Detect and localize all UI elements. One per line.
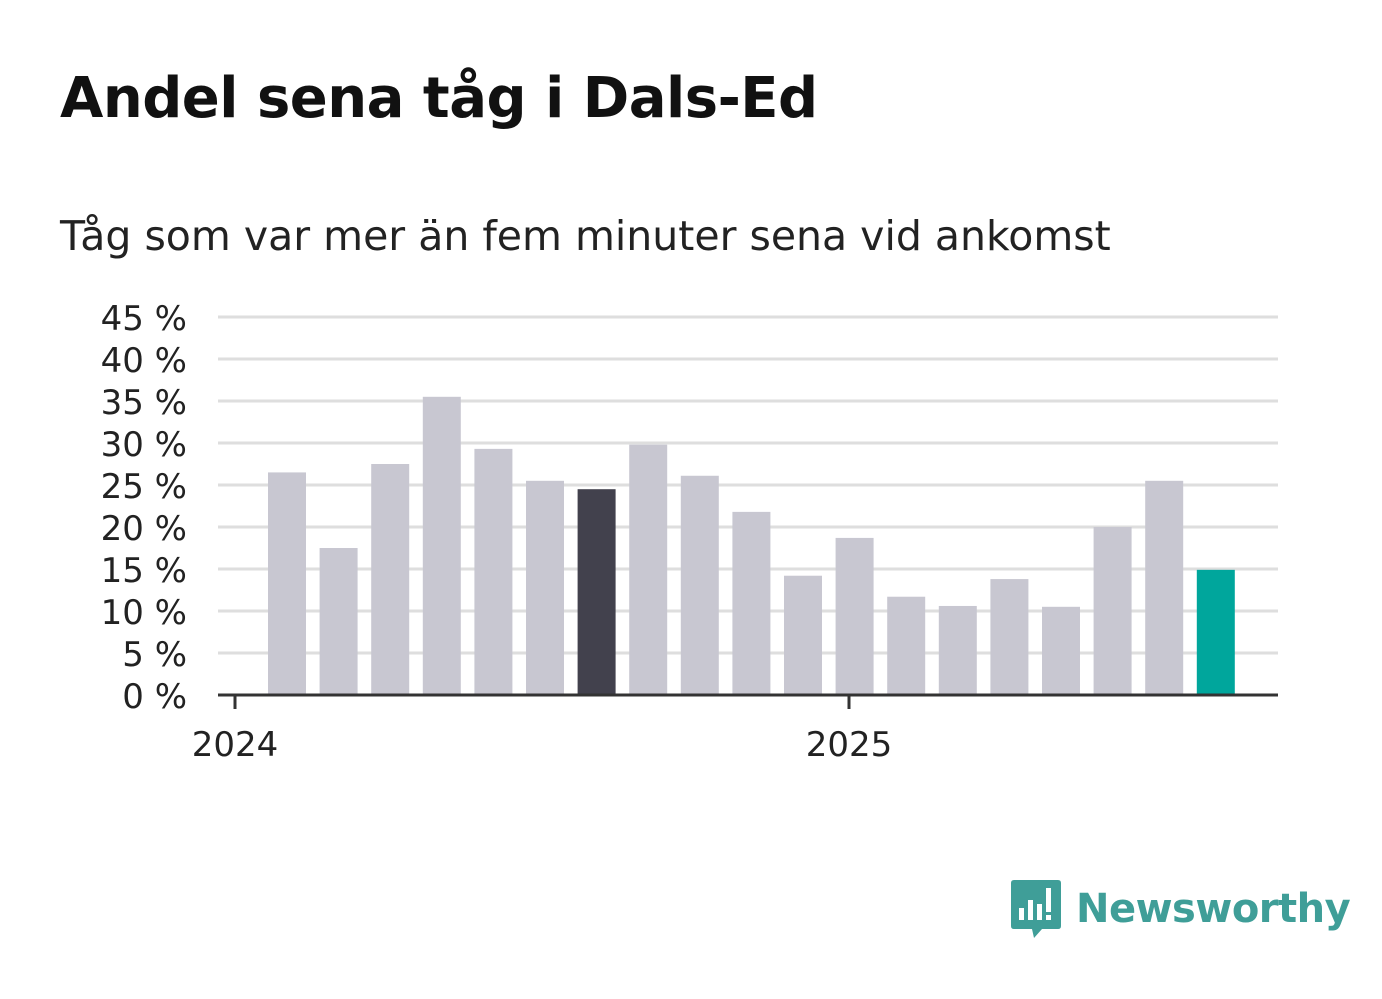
x-tick-label: 2024 (192, 725, 279, 765)
chart-title: Andel sena tåg i Dals-Ed (60, 66, 818, 131)
newsworthy-logo-icon (1011, 880, 1061, 938)
y-tick-label: 5 % (122, 635, 187, 675)
bar (887, 596, 926, 695)
newsworthy-logo-text: Newsworthy (1076, 886, 1351, 932)
bar (319, 548, 358, 695)
bar (268, 472, 306, 695)
bar (732, 511, 771, 695)
bar (784, 575, 822, 695)
bar (1042, 606, 1080, 695)
bar (526, 480, 564, 695)
bar (371, 464, 410, 695)
y-tick-label: 25 % (101, 467, 187, 507)
chart-subtitle: Tåg som var mer än fem minuter sena vid … (60, 212, 1111, 260)
bar (1145, 480, 1184, 695)
y-tick-label: 45 % (101, 299, 187, 339)
bar (474, 448, 513, 695)
newsworthy-logo: Newsworthy (1010, 878, 1351, 940)
bar (680, 475, 719, 695)
y-tick-label: 20 % (101, 509, 187, 549)
bar (422, 396, 461, 695)
bar (835, 537, 874, 695)
y-tick-label: 40 % (101, 341, 187, 381)
bar (577, 489, 616, 695)
bar (990, 579, 1029, 695)
y-tick-label: 0 % (122, 677, 187, 717)
bar (1093, 527, 1132, 695)
y-tick-label: 30 % (101, 425, 187, 465)
bar (1196, 569, 1235, 695)
y-tick-label: 10 % (101, 593, 187, 633)
y-tick-label: 15 % (101, 551, 187, 591)
bar (938, 605, 977, 695)
y-tick-label: 35 % (101, 383, 187, 423)
bar (629, 444, 668, 695)
x-tick-label: 2025 (806, 725, 893, 765)
